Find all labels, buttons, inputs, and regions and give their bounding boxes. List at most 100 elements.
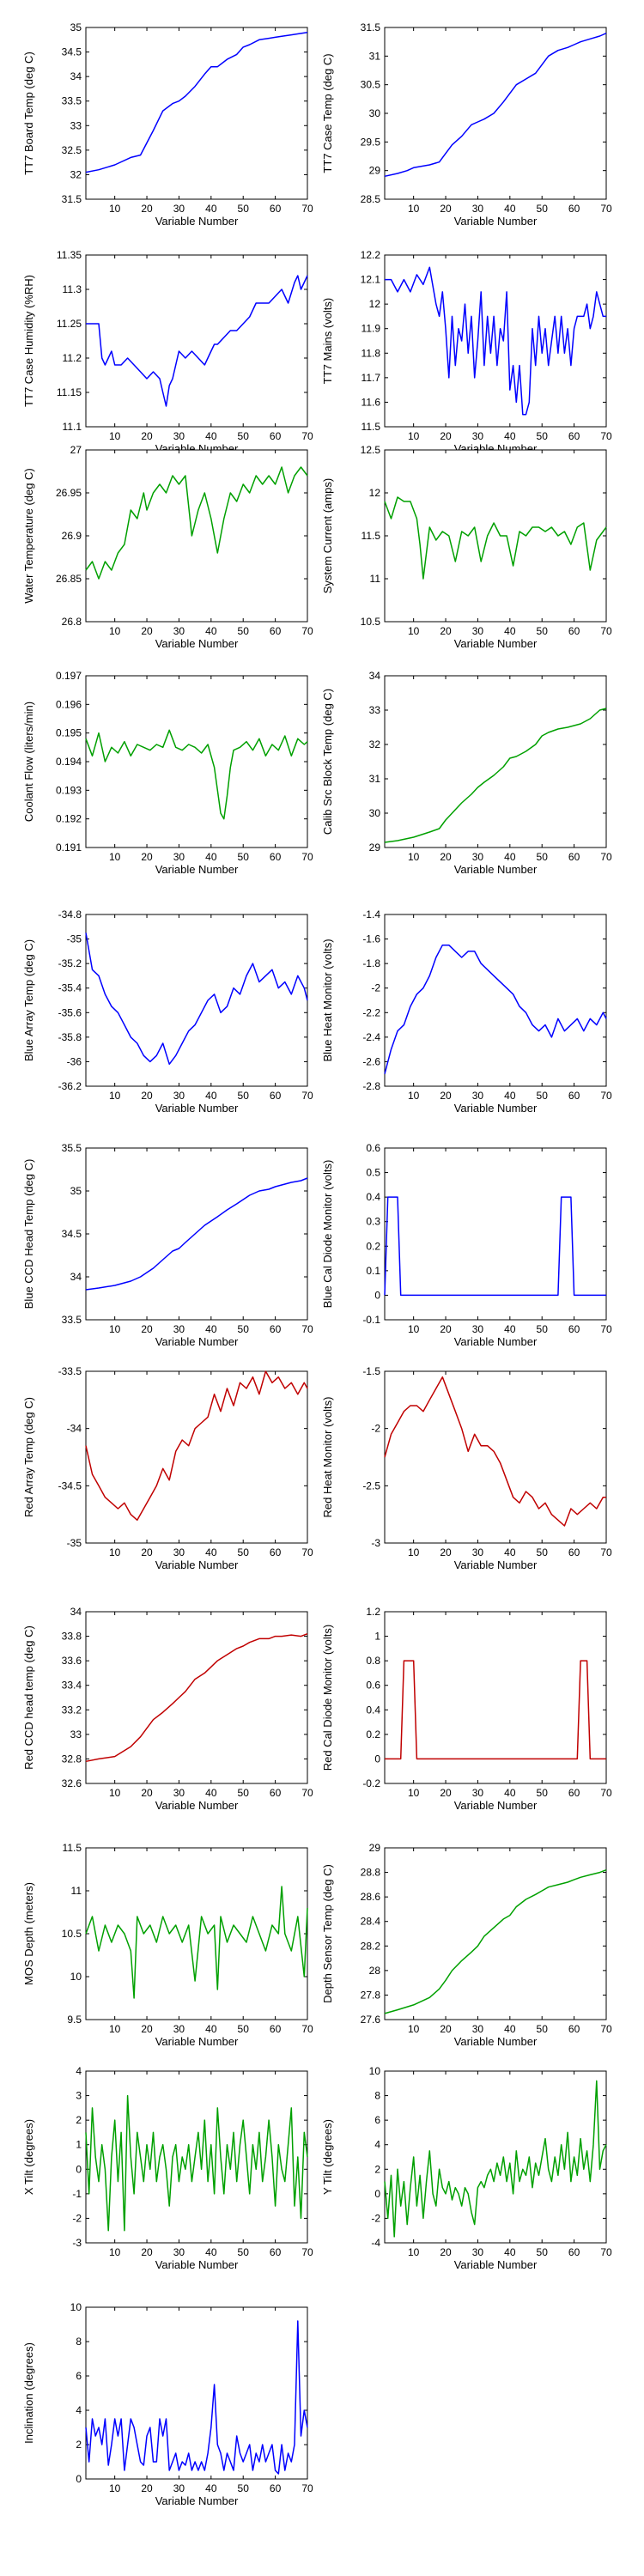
y-tick-label: 29 (369, 165, 381, 177)
x-tick-label: 30 (472, 1787, 484, 1799)
x-tick-label: 70 (301, 2482, 313, 2494)
x-tick-label: 60 (270, 1323, 282, 1335)
series-line (85, 1370, 308, 1522)
y-tick-label: 0.196 (56, 698, 82, 710)
x-tick-label: 10 (408, 1546, 420, 1558)
y-tick-label: -35.8 (58, 1031, 82, 1043)
x-tick-label: 10 (109, 2023, 121, 2035)
chart-panel: 10 20 30 40 50 60 70 28.5 29 29.5 30 30.5 31 31.5 Vari… (321, 21, 612, 228)
y-tick-label: 31 (369, 50, 381, 62)
chart-panel: 10 20 30 40 50 60 70 -35 -34.5 -34 -33.5 Variable N… (22, 1365, 313, 1571)
x-tick-label: 50 (537, 2246, 549, 2258)
y-tick-label: -2 (371, 1423, 380, 1435)
y-tick-label: 0.195 (56, 727, 82, 739)
x-tick-label: 20 (440, 2023, 452, 2035)
plot-frame (384, 1370, 607, 1544)
y-tick-label: -33.5 (58, 1365, 82, 1377)
series-line (85, 1177, 308, 1291)
x-tick-label: 60 (270, 203, 282, 215)
x-tick-label: 30 (472, 2246, 484, 2258)
y-tick-label: -1.8 (362, 957, 380, 969)
y-tick-label: 10 (70, 1971, 82, 1983)
x-tick-label: 40 (504, 625, 516, 637)
plot-frame (384, 1611, 607, 1784)
x-tick-label: 30 (173, 430, 185, 442)
chart-panel: 10 20 30 40 50 60 70 31.5 32 32.5 33 33.5 34 34.5 35 Va… (22, 21, 313, 228)
chart-panel: 10 20 30 40 50 60 70 29 30 31 32 33 34 Variable Numbe… (321, 670, 612, 876)
y-tick-label: 1 (76, 2139, 82, 2151)
x-tick-label: 60 (270, 2246, 282, 2258)
y-tick-label: 12.1 (361, 274, 381, 286)
y-tick-label: -1 (72, 2188, 82, 2200)
x-tick-label: 50 (537, 625, 549, 637)
x-tick-label: 10 (109, 1546, 121, 1558)
x-tick-label: 50 (238, 2023, 250, 2035)
x-tick-label: 20 (440, 1090, 452, 1102)
x-tick-label: 20 (141, 203, 153, 215)
y-tick-label: -35.2 (58, 957, 82, 969)
x-tick-label: 20 (141, 2482, 153, 2494)
x-tick-label: 30 (472, 1323, 484, 1335)
y-tick-label: 33 (70, 119, 82, 131)
x-tick-label: 50 (238, 2246, 250, 2258)
y-axis-label: System Current (amps) (321, 478, 334, 593)
x-axis-label: Variable Number (454, 215, 538, 228)
y-tick-label: 11.5 (361, 530, 381, 542)
x-axis-label: Variable Number (454, 2258, 538, 2271)
x-tick-label: 60 (568, 2246, 580, 2258)
x-axis-label: Variable Number (454, 863, 538, 876)
x-tick-label: 40 (205, 203, 217, 215)
y-tick-label: -3 (371, 1537, 380, 1549)
y-tick-label: -36.2 (58, 1080, 82, 1092)
x-tick-label: 70 (600, 2246, 612, 2258)
y-tick-label: -1.6 (362, 933, 380, 945)
y-tick-label: 33.6 (62, 1655, 82, 1667)
x-tick-label: 40 (504, 1546, 516, 1558)
y-tick-label: 33.5 (62, 1314, 82, 1326)
y-tick-label: 33.8 (62, 1631, 82, 1643)
y-tick-label: 8 (374, 2090, 380, 2102)
y-tick-label: 0.1 (366, 1265, 380, 1277)
series-line (385, 1660, 606, 1760)
y-tick-label: 6 (76, 2370, 82, 2382)
x-tick-label: 20 (440, 1546, 452, 1558)
plot-frame (85, 1370, 308, 1544)
y-tick-label: -35 (67, 1537, 82, 1549)
y-tick-label: 33 (70, 1728, 82, 1741)
x-tick-label: 50 (238, 625, 250, 637)
plot-frame (85, 27, 308, 200)
y-tick-label: 35 (70, 1185, 82, 1197)
y-tick-label: 0.4 (366, 1191, 380, 1203)
x-axis-label: Variable Number (155, 1799, 239, 1812)
x-tick-label: 10 (109, 625, 121, 637)
x-tick-label: 30 (472, 851, 484, 863)
y-axis-label: TT7 Board Temp (deg C) (22, 52, 35, 175)
x-tick-label: 60 (270, 1090, 282, 1102)
x-tick-label: 50 (537, 430, 549, 442)
x-tick-label: 70 (600, 625, 612, 637)
x-tick-label: 40 (205, 1323, 217, 1335)
y-tick-label: 11.9 (361, 323, 381, 335)
y-axis-label: TT7 Case Temp (deg C) (321, 53, 334, 173)
y-tick-label: 29 (369, 1842, 381, 1854)
y-tick-label: 34.5 (62, 1228, 82, 1240)
chart-panel: 10 20 30 40 50 60 70 0.191 0.192 0.193 0.194 0.195 0… (22, 670, 313, 876)
y-tick-label: 28.8 (361, 1867, 381, 1879)
y-tick-label: 11.5 (361, 421, 381, 433)
x-tick-label: 40 (205, 1546, 217, 1558)
series-line (85, 2094, 308, 2232)
x-tick-label: 60 (270, 2482, 282, 2494)
chart-panel: 10 20 30 40 50 60 70 10.5 11 11.5 12 12.5 Variable N… (321, 444, 612, 650)
x-tick-label: 20 (440, 625, 452, 637)
y-tick-label: 30.5 (361, 79, 381, 91)
y-tick-label: -35.4 (58, 982, 82, 994)
y-tick-label: -2.5 (362, 1479, 380, 1492)
y-tick-label: 33 (369, 704, 381, 716)
x-tick-label: 10 (109, 851, 121, 863)
x-tick-label: 40 (205, 851, 217, 863)
x-tick-label: 30 (173, 2023, 185, 2035)
y-tick-label: 0.197 (56, 670, 82, 682)
x-tick-label: 60 (270, 430, 282, 442)
y-tick-label: 11.7 (361, 372, 381, 384)
